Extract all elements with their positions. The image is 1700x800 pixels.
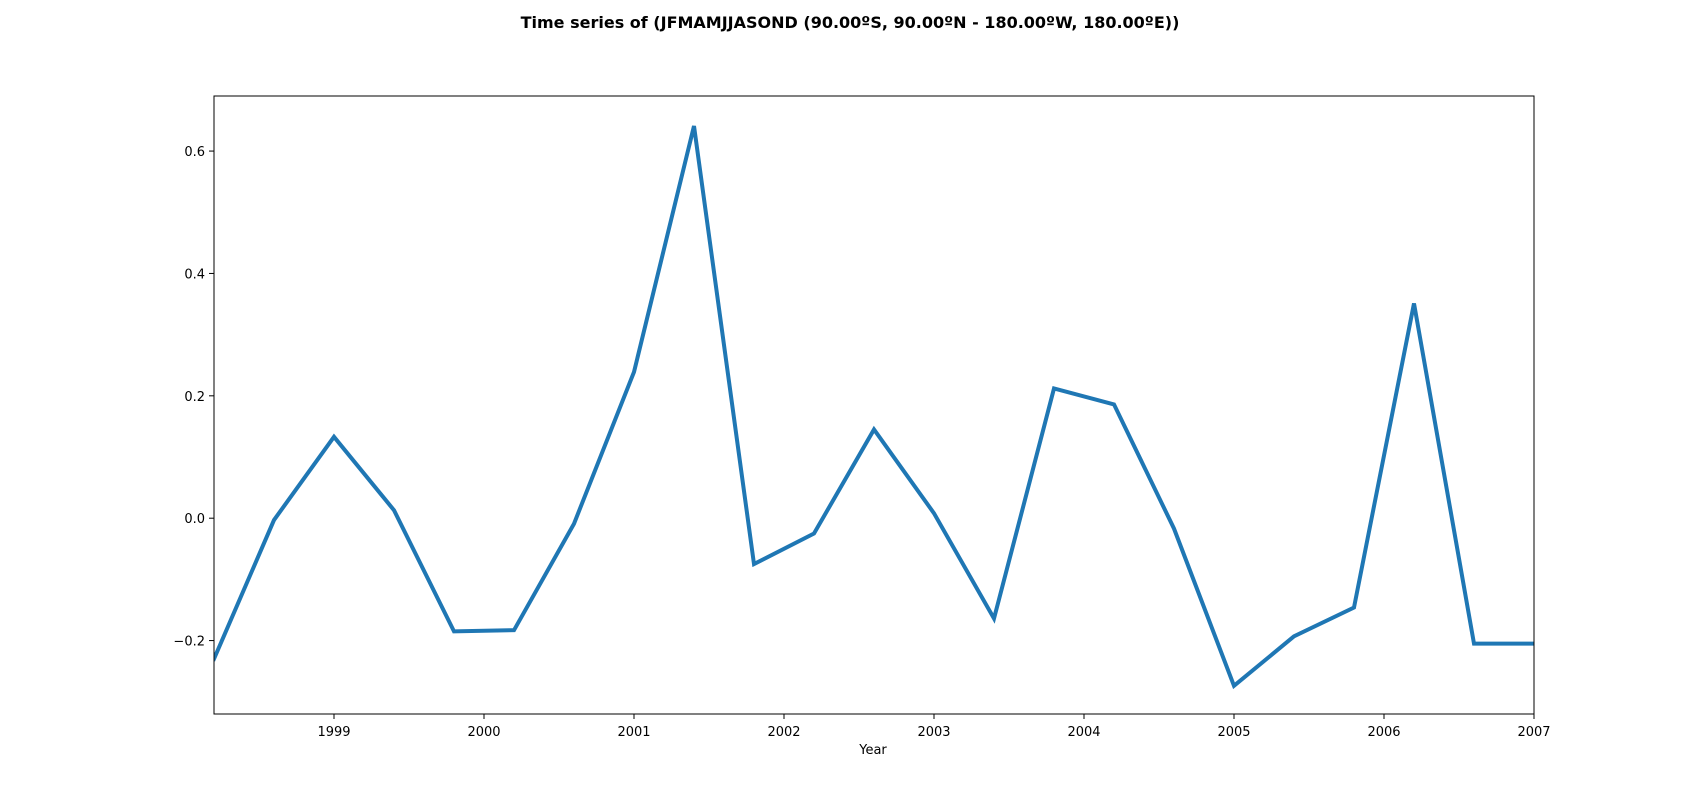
chart-title: Time series of (JFMAMJJASOND (90.00ºS, 9… <box>521 13 1180 32</box>
plot-frame <box>213 95 1535 715</box>
x-tick-label: 2007 <box>1517 725 1550 740</box>
x-tick-label: 1999 <box>317 725 350 740</box>
y-tick-label: −0.2 <box>173 635 205 650</box>
x-axis-label: Year <box>858 743 887 758</box>
x-tick-label: 2000 <box>467 725 500 740</box>
plot-area <box>213 95 1535 715</box>
x-tick-label: 2004 <box>1067 725 1100 740</box>
x-tick-label: 2003 <box>917 725 950 740</box>
y-tick-label: 0.2 <box>184 390 205 405</box>
x-tick-label: 2001 <box>617 725 650 740</box>
x-tick-label: 2006 <box>1367 725 1400 740</box>
x-tick-label: 2002 <box>767 725 800 740</box>
x-tick-label: 2005 <box>1217 725 1250 740</box>
y-tick-label: 0.0 <box>184 512 205 527</box>
x-axis: 1999 2000 2001 2002 2003 2004 2005 2006 2007 <box>317 714 1551 740</box>
y-tick-label: 0.6 <box>184 145 205 160</box>
series-line <box>214 125 1534 690</box>
y-axis: −0.2 0.0 0.2 0.4 0.6 <box>173 145 214 650</box>
y-tick-label: 0.4 <box>184 267 205 282</box>
